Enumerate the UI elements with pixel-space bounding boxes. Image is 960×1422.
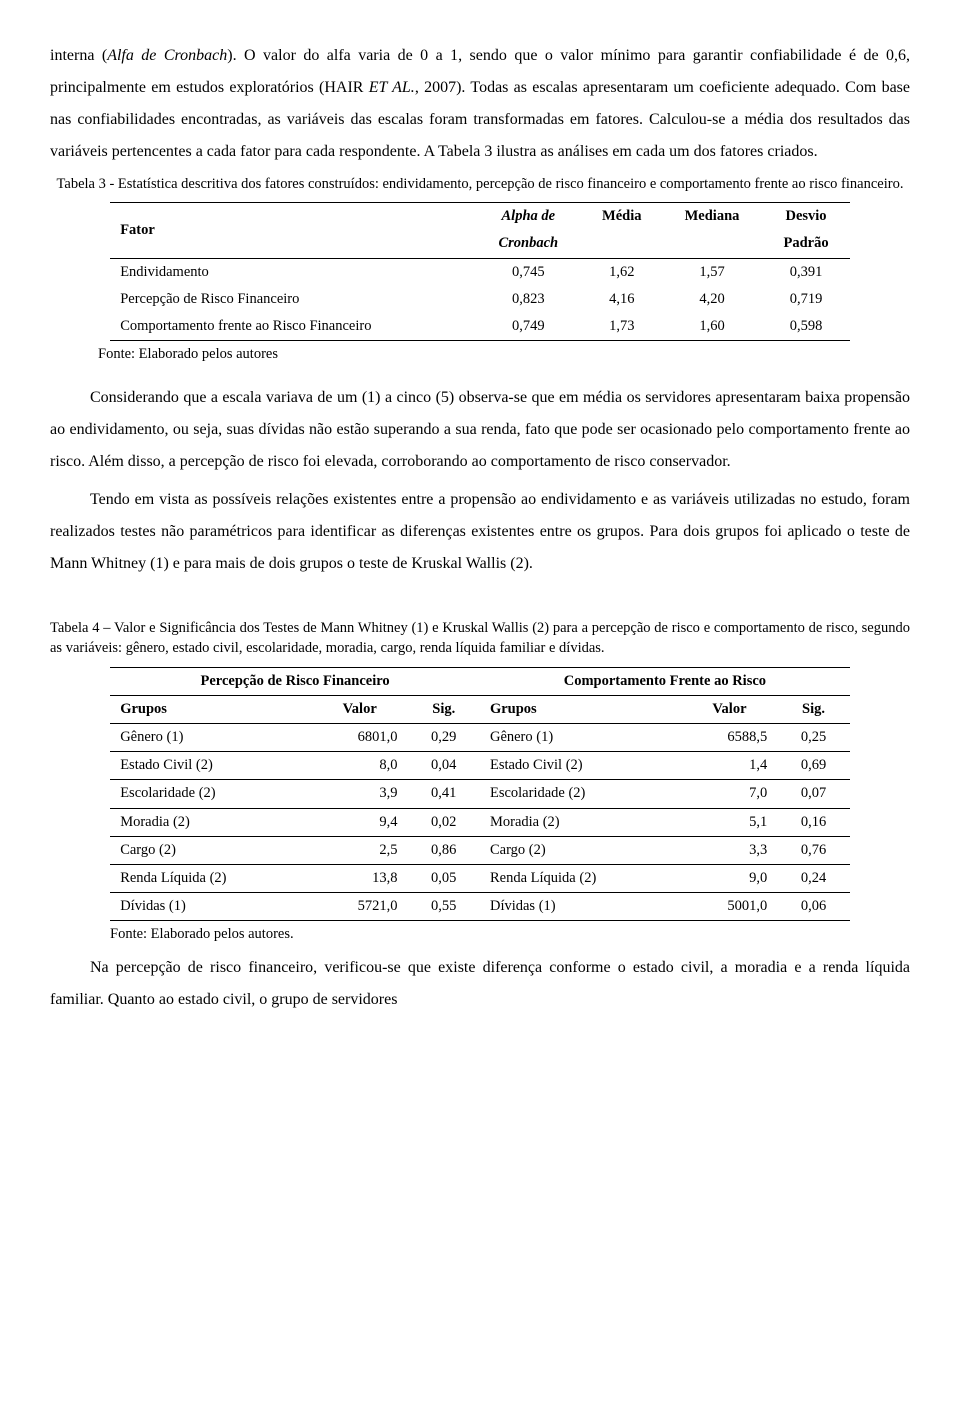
table-4: Percepção de Risco Financeiro Comportame…: [110, 667, 850, 922]
t4-h-s2: Sig.: [777, 695, 850, 723]
t3-h-alpha1: Alpha de: [475, 203, 582, 231]
t3-r0-media: 1,62: [582, 258, 662, 286]
t3-h-fator: Fator: [110, 203, 475, 258]
t3-r2-desvio: 0,598: [762, 313, 850, 341]
table-row: Estado Civil (2)8,00,04Estado Civil (2)1…: [110, 752, 850, 780]
table-row: Moradia (2)9,40,02Moradia (2)5,10,16: [110, 808, 850, 836]
t3-r0-alpha: 0,745: [475, 258, 582, 286]
t3-h-alpha2: Cronbach: [475, 230, 582, 258]
t3-r2-alpha: 0,749: [475, 313, 582, 341]
t4-c: 0,05: [408, 864, 480, 892]
t3-h-desvio1: Desvio: [762, 203, 850, 231]
t4-c: 0,04: [408, 752, 480, 780]
t3-r1-media: 4,16: [582, 286, 662, 313]
t4-c: Gênero (1): [480, 723, 682, 751]
paragraph-3: Tendo em vista as possíveis relações exi…: [50, 484, 910, 580]
t3-h-mediana: Mediana: [662, 203, 763, 231]
t4-c: 5721,0: [312, 893, 408, 921]
t4-c: Gênero (1): [110, 723, 312, 751]
t3-r1-alpha: 0,823: [475, 286, 582, 313]
t3-r0-label: Endividamento: [110, 258, 475, 286]
t3-r1-mediana: 4,20: [662, 286, 763, 313]
t4-c: 0,69: [777, 752, 850, 780]
t4-h-g1: Grupos: [110, 695, 312, 723]
p1-italic2: ET AL.: [369, 79, 415, 96]
t4-c: 0,55: [408, 893, 480, 921]
t3-r2-mediana: 1,60: [662, 313, 763, 341]
t4-c: Escolaridade (2): [480, 780, 682, 808]
t4-c: 0,06: [777, 893, 850, 921]
t3-h-media: Média: [582, 203, 662, 231]
t4-c: 0,25: [777, 723, 850, 751]
t4-h-v2: Valor: [682, 695, 778, 723]
t4-c: 0,16: [777, 808, 850, 836]
table-row: Cargo (2)2,50,86Cargo (2)3,30,76: [110, 836, 850, 864]
t3-r2-media: 1,73: [582, 313, 662, 341]
table4-caption: Tabela 4 – Valor e Significância dos Tes…: [50, 618, 910, 659]
t4-h-left: Percepção de Risco Financeiro: [110, 667, 480, 695]
t4-c: 0,02: [408, 808, 480, 836]
table-row: Gênero (1)6801,00,29Gênero (1)6588,50,25: [110, 723, 850, 751]
t4-c: Dívidas (1): [480, 893, 682, 921]
t3-r1-desvio: 0,719: [762, 286, 850, 313]
t4-c: 8,0: [312, 752, 408, 780]
table-row: Renda Líquida (2)13,80,05Renda Líquida (…: [110, 864, 850, 892]
t4-c: Moradia (2): [480, 808, 682, 836]
t3-h-desvio2: Padrão: [762, 230, 850, 258]
t4-h-right: Comportamento Frente ao Risco: [480, 667, 850, 695]
t4-c: 0,24: [777, 864, 850, 892]
t4-c: Cargo (2): [110, 836, 312, 864]
table4-source: Fonte: Elaborado pelos autores.: [110, 923, 910, 946]
t4-h-v1: Valor: [312, 695, 408, 723]
t4-c: 5,1: [682, 808, 778, 836]
t3-body: Endividamento 0,745 1,62 1,57 0,391 Perc…: [110, 258, 850, 341]
t4-c: 0,76: [777, 836, 850, 864]
t3-r0-mediana: 1,57: [662, 258, 763, 286]
t4-c: 2,5: [312, 836, 408, 864]
t4-c: 0,41: [408, 780, 480, 808]
t4-body: Gênero (1)6801,00,29Gênero (1)6588,50,25…: [110, 723, 850, 920]
table-row: Comportamento frente ao Risco Financeiro…: [110, 313, 850, 341]
t3-r0-desvio: 0,391: [762, 258, 850, 286]
t4-c: Renda Líquida (2): [110, 864, 312, 892]
table-row: Escolaridade (2)3,90,41Escolaridade (2)7…: [110, 780, 850, 808]
t4-c: 9,4: [312, 808, 408, 836]
t4-c: Estado Civil (2): [480, 752, 682, 780]
t4-c: 6588,5: [682, 723, 778, 751]
t4-c: 5001,0: [682, 893, 778, 921]
paragraph-2: Considerando que a escala variava de um …: [50, 382, 910, 478]
t4-c: 13,8: [312, 864, 408, 892]
t4-c: Cargo (2): [480, 836, 682, 864]
paragraph-1: interna (Alfa de Cronbach). O valor do a…: [50, 40, 910, 168]
t4-c: Dívidas (1): [110, 893, 312, 921]
p1-run1: interna (: [50, 47, 107, 64]
t4-c: 6801,0: [312, 723, 408, 751]
t3-r1-label: Percepção de Risco Financeiro: [110, 286, 475, 313]
t4-c: Estado Civil (2): [110, 752, 312, 780]
table-row: Percepção de Risco Financeiro 0,823 4,16…: [110, 286, 850, 313]
t4-c: 1,4: [682, 752, 778, 780]
p1-italic: Alfa de Cronbach: [107, 47, 227, 64]
table3-caption: Tabela 3 - Estatística descritiva dos fa…: [50, 174, 910, 194]
paragraph-4: Na percepção de risco financeiro, verifi…: [50, 952, 910, 1016]
t4-c: 3,3: [682, 836, 778, 864]
table-row: Dívidas (1)5721,00,55Dívidas (1)5001,00,…: [110, 893, 850, 921]
t4-h-g2: Grupos: [480, 695, 682, 723]
t4-c: 7,0: [682, 780, 778, 808]
table-row: Endividamento 0,745 1,62 1,57 0,391: [110, 258, 850, 286]
t4-c: 0,86: [408, 836, 480, 864]
table-3: Fator Alpha de Média Mediana Desvio Cron…: [110, 202, 850, 341]
table3-source: Fonte: Elaborado pelos autores: [98, 343, 910, 366]
t4-c: 0,07: [777, 780, 850, 808]
t4-c: Moradia (2): [110, 808, 312, 836]
t4-c: 9,0: [682, 864, 778, 892]
t4-c: 0,29: [408, 723, 480, 751]
t3-r2-label: Comportamento frente ao Risco Financeiro: [110, 313, 475, 341]
t4-c: Renda Líquida (2): [480, 864, 682, 892]
t4-c: 3,9: [312, 780, 408, 808]
t4-c: Escolaridade (2): [110, 780, 312, 808]
t4-h-s1: Sig.: [408, 695, 480, 723]
